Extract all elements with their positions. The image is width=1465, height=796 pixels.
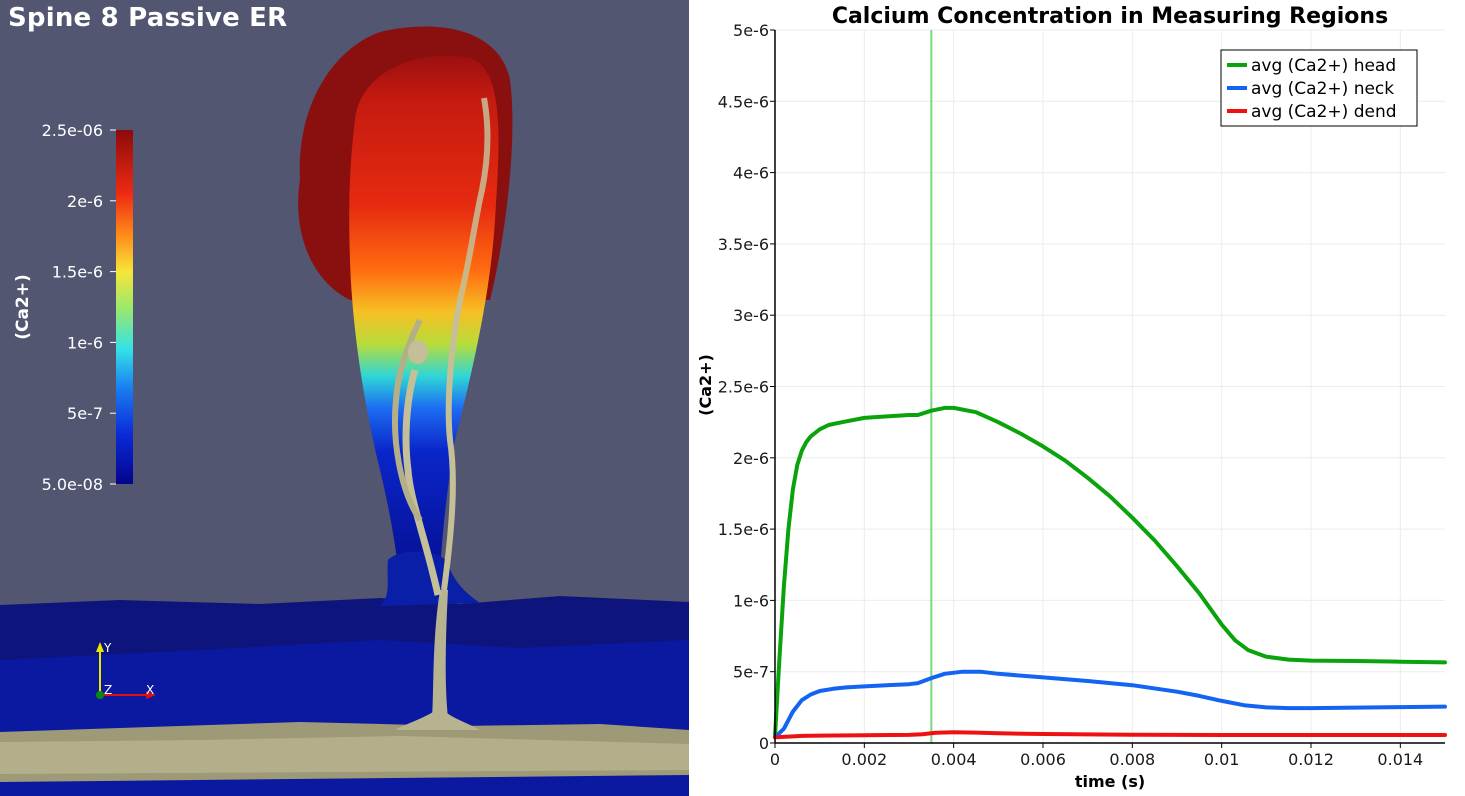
z-axis-label: Z xyxy=(104,683,112,697)
spine-neck xyxy=(380,551,480,606)
y-tick-label: 3.5e-6 xyxy=(718,235,769,254)
x-axis-title: time (s) xyxy=(1075,772,1145,791)
er-neck-tube xyxy=(432,590,448,718)
x-arrow-head-icon xyxy=(146,691,156,699)
x-axis-ticks: 0 0.002 0.004 0.006 0.008 0.01 0.012 0.014 xyxy=(770,743,1423,769)
er-branch-1 xyxy=(402,368,442,596)
er-branch-4 xyxy=(392,318,423,522)
series-line-2 xyxy=(773,730,1447,740)
y-tick-label: 2.5e-6 xyxy=(718,378,769,397)
colorbar-tick-label: 2.5e-06 xyxy=(42,121,103,140)
y-tick-label: 5e-7 xyxy=(733,663,769,682)
er-branch-2 xyxy=(441,299,463,591)
x-tick-label: 0.006 xyxy=(1020,750,1066,769)
colorbar-tick-label: 2e-6 xyxy=(67,192,103,211)
colorbar-label: (Ca2+) xyxy=(13,274,33,340)
y-arrow-head-icon xyxy=(96,642,104,652)
y-tick-label: 0 xyxy=(759,734,769,753)
x-tick-label: 0.014 xyxy=(1377,750,1423,769)
x-tick-label: 0.012 xyxy=(1288,750,1334,769)
line-chart[interactable]: Calcium Concentration in Measuring Regio… xyxy=(689,0,1465,796)
y-tick-label: 2e-6 xyxy=(733,449,769,468)
x-tick-label: 0.002 xyxy=(841,750,887,769)
colorbar-tick-label: 5e-7 xyxy=(67,404,103,423)
colorbar-tick-label: 5.0e-08 xyxy=(42,475,103,494)
render-view[interactable]: 2.5e-06 2e-6 1.5e-6 1e-6 5e-7 5.0e-08 (Ca2+) … xyxy=(0,0,689,796)
series-line-1 xyxy=(773,669,1447,740)
z-axis-dot xyxy=(96,691,104,699)
er-bulb xyxy=(408,340,428,364)
x-tick-label: 0 xyxy=(770,750,780,769)
view-title: Spine 8 Passive ER xyxy=(8,3,288,33)
axes-triad[interactable]: Y Z X xyxy=(96,641,156,699)
y-tick-label: 4e-6 xyxy=(733,164,769,183)
x-tick-label: 0.004 xyxy=(931,750,977,769)
y-tick-label: 1e-6 xyxy=(733,591,769,610)
x-tick-label: 0.008 xyxy=(1109,750,1155,769)
y-tick-label: 4.5e-6 xyxy=(718,92,769,111)
legend-entry: avg (Ca2+) head xyxy=(1251,56,1396,76)
x-tick-label: 0.01 xyxy=(1204,750,1240,769)
spine-body xyxy=(349,55,499,591)
legend-box xyxy=(1220,49,1418,127)
y-axis-title: (Ca2+) xyxy=(696,354,715,416)
y-tick-label: 3e-6 xyxy=(733,306,769,325)
y-axis-ticks: 0 5e-7 1e-6 1.5e-6 2e-6 2.5e-6 3e-6 3.5e-6 4e-6 4… xyxy=(718,21,775,753)
colorbar[interactable] xyxy=(116,130,133,484)
legend-entry: avg (Ca2+) neck xyxy=(1251,79,1394,99)
x-axis-label: X xyxy=(146,683,154,697)
colorbar-tick-label: 1e-6 xyxy=(67,333,103,352)
chart-grid xyxy=(774,29,1445,744)
colorbar-tick-label: 1.5e-6 xyxy=(52,263,103,282)
chart-series xyxy=(773,405,1447,740)
er-branch-3 xyxy=(457,97,491,301)
y-tick-label: 1.5e-6 xyxy=(718,520,769,539)
chart-title: Calcium Concentration in Measuring Regio… xyxy=(832,4,1388,29)
chart-legend[interactable]: avg (Ca2+) head avg (Ca2+) neck avg (Ca2+)… xyxy=(1220,49,1418,127)
y-tick-label: 5e-6 xyxy=(733,21,769,40)
colorbar-ticks: 2.5e-06 2e-6 1.5e-6 1e-6 5e-7 5.0e-08 xyxy=(42,121,116,494)
y-axis-label: Y xyxy=(103,641,112,655)
er-base xyxy=(396,712,480,730)
legend-entry: avg (Ca2+) dend xyxy=(1251,102,1397,122)
series-line-0 xyxy=(773,405,1447,738)
line-chart-view[interactable]: Calcium Concentration in Measuring Regio… xyxy=(689,0,1465,796)
er-dendrite-tube-highlight xyxy=(0,736,689,774)
